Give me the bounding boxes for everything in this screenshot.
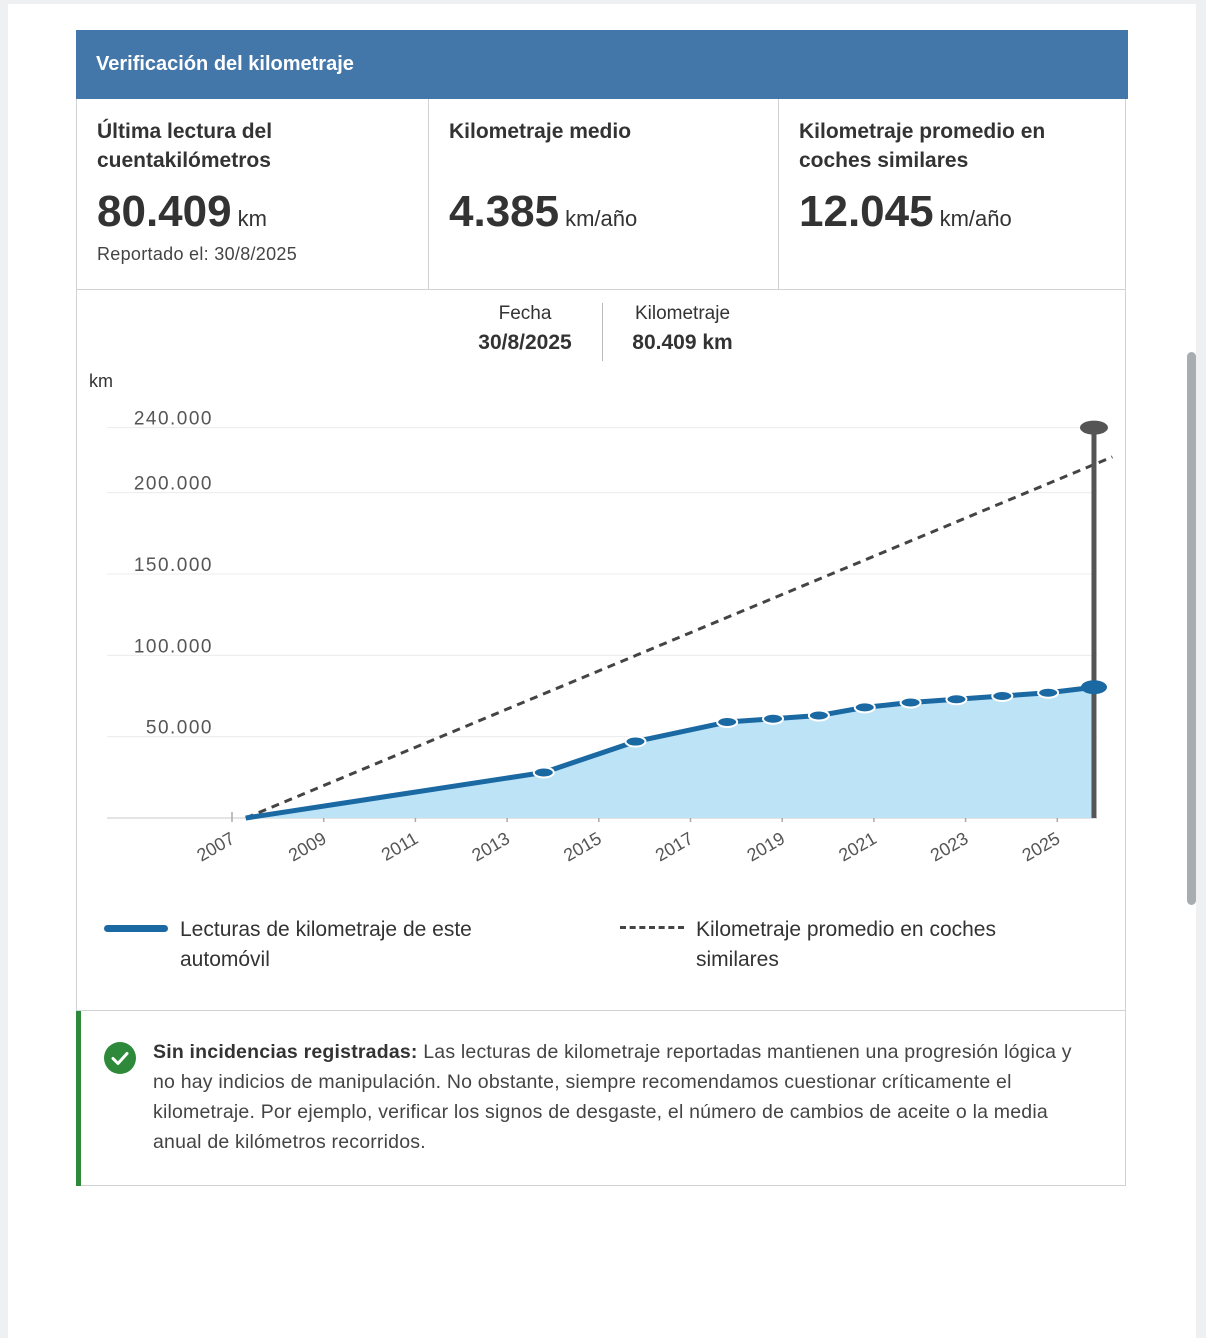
stat-value: 12.045 bbox=[799, 187, 934, 236]
data-point bbox=[991, 690, 1014, 703]
data-point bbox=[807, 709, 830, 722]
data-point bbox=[762, 712, 785, 725]
data-point bbox=[945, 693, 968, 706]
data-point bbox=[853, 701, 876, 714]
y-tick-label: 50.000 bbox=[146, 718, 213, 739]
x-tick-label: 2015 bbox=[560, 828, 605, 865]
y-tick-label: 200.000 bbox=[134, 474, 213, 495]
card-header-title: Verificación del kilometraje bbox=[76, 30, 1128, 99]
legend-solid-line-icon bbox=[104, 925, 168, 932]
stat-unit: km/año bbox=[939, 206, 1012, 231]
x-tick-label: 2019 bbox=[744, 828, 789, 865]
stat-title: Última lectura del cuentakilómetros bbox=[97, 120, 273, 172]
notice-body: Las lecturas de kilometraje reportadas m… bbox=[153, 1041, 1072, 1153]
stat-unit: km/año bbox=[565, 206, 638, 231]
tooltip-separator bbox=[602, 303, 603, 361]
own-readings-area bbox=[245, 687, 1094, 818]
notice-text: Sin incidencias registradas: Las lectura… bbox=[153, 1037, 1093, 1157]
cursor-top-marker bbox=[1079, 420, 1108, 435]
stat-title: Kilometraje medio bbox=[449, 120, 632, 143]
x-tick-label: 2017 bbox=[652, 828, 697, 865]
stat-similar-cars: Kilometraje promedio en coches similares… bbox=[778, 99, 1126, 289]
y-tick-label: 100.000 bbox=[134, 636, 213, 657]
x-tick-label: 2013 bbox=[468, 828, 513, 865]
y-tick-label: 150.000 bbox=[134, 555, 213, 576]
notice-box bbox=[76, 1011, 1127, 1186]
stat-last-reading: Última lectura del cuentakilómetros 80.4… bbox=[77, 99, 428, 289]
stat-value: 80.409 bbox=[97, 187, 232, 236]
stat-unit: km bbox=[237, 206, 267, 231]
reported-date: Reportado el: 30/8/2025 bbox=[97, 244, 298, 264]
stat-title: Kilometraje promedio en coches similares bbox=[799, 120, 1046, 172]
x-tick-label: 2009 bbox=[285, 828, 330, 865]
scrollbar[interactable] bbox=[1187, 352, 1196, 905]
x-tick-label: 2021 bbox=[835, 828, 880, 865]
stat-average-mileage: Kilometraje medio 4.385 km/año bbox=[428, 99, 778, 289]
data-point bbox=[624, 735, 647, 748]
tooltip-km-value: 80.409 km bbox=[632, 331, 733, 354]
y-axis-label: km bbox=[89, 371, 113, 391]
stats-row: Última lectura del cuentakilómetros 80.4… bbox=[77, 99, 1126, 290]
mileage-card bbox=[76, 30, 1126, 1186]
data-point bbox=[532, 766, 555, 779]
tooltip-date-label: Fecha bbox=[498, 303, 552, 324]
x-tick-label: 2023 bbox=[927, 828, 972, 865]
tooltip-date-value: 30/8/2025 bbox=[478, 331, 572, 354]
tooltip-km-label: Kilometraje bbox=[634, 303, 731, 324]
check-circle-icon bbox=[104, 1042, 136, 1074]
divider bbox=[77, 1010, 1126, 1011]
data-point bbox=[716, 716, 739, 729]
mileage-chart[interactable]: km 50.000 100.000 150.000 200.000 240.000 2007… bbox=[77, 365, 1126, 885]
legend-dashed-line-icon bbox=[620, 926, 684, 929]
y-tick-label: 240.000 bbox=[134, 409, 213, 430]
chart-tooltip: Fecha 30/8/2025 Kilometraje 80.409 km bbox=[440, 303, 780, 363]
data-point bbox=[899, 696, 922, 709]
stat-value: 4.385 bbox=[449, 187, 560, 236]
notice-bold: Sin incidencias registradas: bbox=[153, 1041, 418, 1063]
legend-own-readings: Lecturas de kilometraje de este automóvi… bbox=[180, 918, 472, 971]
similar-cars-line bbox=[245, 455, 1113, 820]
x-tick-label: 2025 bbox=[1019, 828, 1064, 865]
legend-similar-cars: Kilometraje promedio en coches similares bbox=[696, 918, 996, 971]
x-tick-label: 2007 bbox=[193, 828, 238, 865]
data-point bbox=[1037, 686, 1060, 699]
data-point bbox=[1080, 680, 1107, 695]
x-tick-label: 2011 bbox=[378, 828, 422, 865]
